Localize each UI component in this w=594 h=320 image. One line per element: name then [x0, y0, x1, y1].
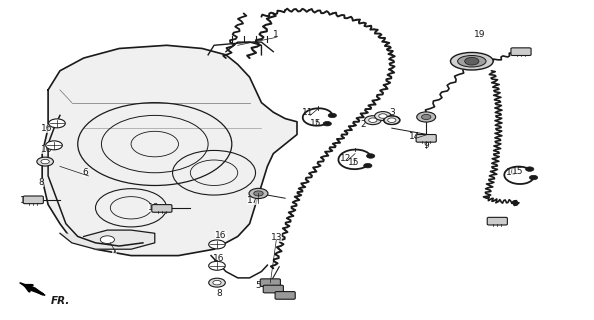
Text: 19: 19	[474, 30, 485, 39]
Text: 13: 13	[270, 233, 282, 242]
FancyBboxPatch shape	[275, 292, 295, 299]
FancyBboxPatch shape	[487, 217, 507, 225]
Circle shape	[526, 167, 534, 171]
FancyBboxPatch shape	[511, 48, 531, 55]
Text: 8: 8	[38, 179, 44, 188]
Text: FR.: FR.	[51, 296, 71, 306]
Circle shape	[375, 112, 391, 121]
Text: 15: 15	[310, 119, 322, 128]
Circle shape	[529, 175, 538, 180]
Text: 9: 9	[424, 141, 429, 150]
Text: 16: 16	[41, 145, 53, 154]
Circle shape	[417, 112, 435, 122]
FancyBboxPatch shape	[260, 279, 280, 286]
Text: 2: 2	[361, 120, 366, 129]
Circle shape	[46, 141, 62, 150]
Polygon shape	[42, 45, 297, 256]
Text: 12: 12	[340, 154, 351, 163]
Text: 3: 3	[389, 108, 394, 117]
Text: 7: 7	[112, 246, 118, 255]
Circle shape	[100, 236, 115, 244]
Text: 18: 18	[148, 203, 159, 212]
Circle shape	[384, 116, 400, 124]
Circle shape	[37, 157, 53, 166]
Text: 8: 8	[216, 289, 222, 298]
Text: 17: 17	[247, 196, 258, 205]
Text: 18: 18	[20, 196, 31, 205]
FancyBboxPatch shape	[263, 285, 283, 293]
Text: 10: 10	[505, 168, 517, 177]
Ellipse shape	[450, 52, 493, 70]
Circle shape	[254, 191, 263, 196]
Circle shape	[208, 240, 225, 249]
Circle shape	[388, 118, 396, 123]
Circle shape	[249, 188, 268, 198]
Text: 4: 4	[376, 112, 381, 121]
Text: 16: 16	[216, 231, 227, 240]
Text: 15: 15	[348, 158, 359, 167]
Text: 6: 6	[82, 168, 88, 177]
Circle shape	[379, 114, 387, 118]
Circle shape	[208, 278, 225, 287]
Polygon shape	[60, 230, 155, 249]
Text: 11: 11	[302, 108, 314, 117]
FancyBboxPatch shape	[416, 134, 436, 142]
Circle shape	[365, 116, 381, 124]
Text: 16: 16	[213, 254, 225, 263]
Circle shape	[208, 261, 225, 270]
Circle shape	[49, 119, 65, 128]
Circle shape	[366, 154, 375, 158]
Ellipse shape	[457, 55, 486, 67]
Circle shape	[364, 164, 372, 168]
Circle shape	[328, 113, 336, 118]
Circle shape	[465, 57, 479, 65]
Circle shape	[41, 159, 49, 164]
Circle shape	[422, 115, 431, 120]
Circle shape	[213, 280, 221, 285]
Polygon shape	[20, 283, 45, 295]
FancyBboxPatch shape	[152, 204, 172, 212]
Circle shape	[369, 118, 377, 123]
Circle shape	[323, 122, 331, 126]
FancyBboxPatch shape	[23, 196, 43, 204]
Text: 5: 5	[255, 281, 261, 290]
Text: 15: 15	[511, 167, 523, 176]
Text: 1: 1	[273, 30, 279, 39]
Text: 14: 14	[409, 132, 420, 140]
Text: 16: 16	[41, 124, 53, 133]
